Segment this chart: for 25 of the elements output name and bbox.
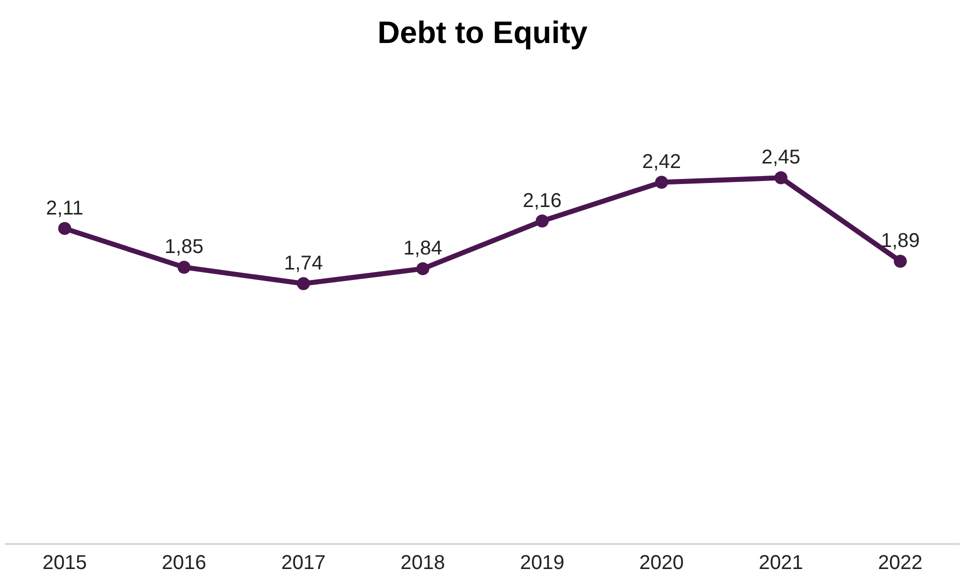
x-tick-label: 2019 bbox=[520, 552, 564, 574]
data-label: 1,85 bbox=[164, 236, 204, 258]
point bbox=[416, 262, 430, 276]
data-label: 2,45 bbox=[761, 146, 800, 169]
data-label: 1,89 bbox=[880, 230, 920, 252]
x-tick-label: 2021 bbox=[758, 552, 804, 574]
point bbox=[296, 277, 310, 290]
point bbox=[58, 222, 72, 235]
point bbox=[178, 260, 191, 274]
data-label: 2,11 bbox=[46, 197, 84, 220]
x-tick-label: 2017 bbox=[281, 552, 326, 574]
x-tick-label: 2015 bbox=[42, 552, 87, 574]
point bbox=[536, 214, 549, 228]
data-label: 1,84 bbox=[403, 238, 442, 260]
x-tick-label: 2020 bbox=[639, 552, 684, 574]
x-tick-label: 2016 bbox=[162, 552, 206, 574]
x-tick-label: 2018 bbox=[400, 552, 446, 574]
data-label: 1,74 bbox=[284, 252, 323, 274]
data-label: 2,42 bbox=[642, 151, 682, 174]
point bbox=[774, 171, 788, 184]
point bbox=[655, 176, 668, 189]
point bbox=[894, 254, 907, 268]
chart-title: Debt to Equity bbox=[377, 15, 588, 50]
x-tick-label: 2022 bbox=[878, 552, 923, 574]
data-label: 2,16 bbox=[522, 190, 562, 212]
